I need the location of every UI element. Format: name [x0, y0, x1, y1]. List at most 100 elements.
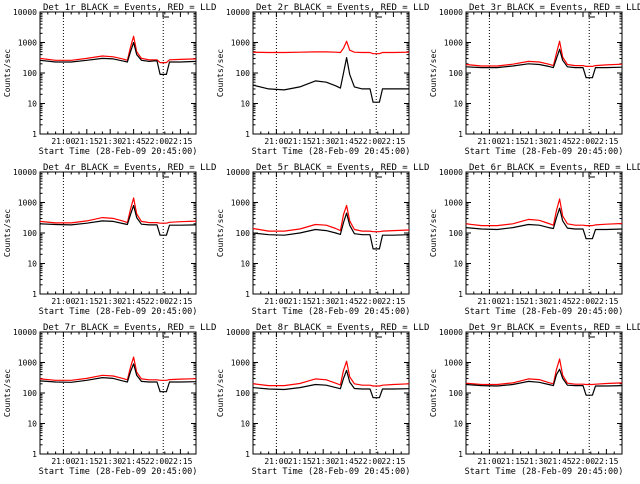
interval-marker: [375, 332, 382, 338]
y-tick-label: 1000: [444, 199, 463, 208]
panel-title: Det 4r BLACK = Events, RED = LLD: [43, 163, 216, 173]
detector-panel: Det 8r BLACK = Events, RED = LLD 1 10 100 10…: [216, 323, 429, 477]
y-tick-label: 10000: [439, 8, 463, 17]
y-tick-label: 10: [27, 260, 37, 269]
x-tick-label: 21:45: [335, 137, 359, 146]
panel-title: Det 9r BLACK = Events, RED = LLD: [469, 323, 640, 333]
x-tick-label: 21:45: [122, 297, 146, 306]
lld-series-line: [39, 197, 197, 224]
y-tick-label: 10000: [13, 328, 37, 337]
x-tick-label: 21:00: [51, 297, 75, 306]
x-tick-label: 22:00: [358, 457, 382, 466]
y-tick-label: 1: [32, 290, 37, 299]
events-series-line: [252, 56, 409, 103]
y-axis-label: Counts/sec: [429, 209, 438, 257]
x-tick-label: 22:00: [145, 137, 169, 146]
detector-panel: Det 3r BLACK = Events, RED = LLD 1 10 100 10…: [429, 3, 640, 157]
x-axis-label: Start Time (28-Feb-09 20:45:00): [252, 147, 411, 157]
interval-marker: [588, 12, 595, 18]
x-tick-label: 22:15: [168, 457, 192, 466]
y-tick-label: 10: [27, 420, 37, 429]
y-tick-label: 100: [236, 229, 251, 238]
y-tick-label: 10000: [226, 8, 250, 17]
panel-title: Det 6r BLACK = Events, RED = LLD: [469, 163, 640, 173]
y-axis-label: Counts/sec: [216, 49, 225, 97]
events-series-line: [39, 204, 197, 236]
x-tick-label: 21:00: [477, 457, 501, 466]
y-axis-label: Counts/sec: [3, 49, 12, 97]
x-tick-label: 21:00: [264, 457, 288, 466]
x-axis-label: Start Time (28-Feb-09 20:45:00): [39, 147, 198, 157]
x-tick-label: 21:45: [548, 457, 572, 466]
lld-series-line: [252, 40, 410, 55]
events-series-line: [39, 363, 197, 393]
x-tick-label: 21:15: [75, 137, 99, 146]
x-tick-label: 21:30: [98, 297, 122, 306]
y-tick-label: 100: [23, 389, 38, 398]
y-tick-label: 100: [449, 389, 464, 398]
panel-title: Det 5r BLACK = Events, RED = LLD: [256, 163, 429, 173]
y-tick-label: 1000: [18, 359, 37, 368]
y-tick-label: 100: [23, 69, 38, 78]
x-axis-label: Start Time (28-Feb-09 20:45:00): [465, 147, 624, 157]
x-tick-label: 21:45: [548, 297, 572, 306]
lld-series-line: [465, 198, 623, 227]
y-tick-label: 1: [32, 450, 37, 459]
x-tick-label: 21:15: [288, 297, 312, 306]
y-tick-label: 10000: [13, 8, 37, 17]
y-tick-label: 1000: [18, 39, 37, 48]
x-tick-label: 21:00: [264, 297, 288, 306]
x-tick-label: 21:45: [335, 457, 359, 466]
panel-title: Det 1r BLACK = Events, RED = LLD: [43, 3, 216, 13]
x-tick-label: 22:00: [571, 297, 595, 306]
lld-series-line: [39, 35, 197, 64]
x-tick-label: 22:15: [594, 457, 618, 466]
x-axis-label: Start Time (28-Feb-09 20:45:00): [39, 467, 198, 477]
y-tick-label: 1: [458, 450, 463, 459]
y-tick-label: 10: [240, 420, 250, 429]
y-tick-label: 100: [449, 69, 464, 78]
y-tick-label: 100: [23, 229, 38, 238]
x-tick-label: 21:30: [524, 137, 548, 146]
y-tick-label: 10: [453, 260, 463, 269]
interval-marker: [588, 332, 595, 338]
events-series-line: [465, 368, 623, 396]
y-axis-label: Counts/sec: [3, 209, 12, 257]
y-tick-label: 100: [236, 69, 251, 78]
y-tick-label: 1: [245, 290, 250, 299]
lld-series-line: [465, 358, 623, 386]
x-tick-label: 21:00: [264, 137, 288, 146]
interval-marker: [162, 12, 169, 18]
y-tick-label: 1: [245, 130, 250, 139]
y-tick-label: 100: [236, 389, 251, 398]
lld-series-line: [39, 356, 197, 381]
x-tick-label: 22:15: [594, 137, 618, 146]
x-tick-label: 22:15: [381, 457, 405, 466]
x-tick-label: 21:30: [311, 137, 335, 146]
panel-title: Det 7r BLACK = Events, RED = LLD: [43, 323, 216, 333]
detector-panel: Det 9r BLACK = Events, RED = LLD 1 10 100 10…: [429, 323, 640, 477]
y-tick-label: 1000: [231, 199, 250, 208]
panel-title: Det 2r BLACK = Events, RED = LLD: [256, 3, 429, 13]
x-tick-label: 22:15: [168, 297, 192, 306]
x-tick-label: 21:45: [335, 297, 359, 306]
y-tick-label: 10000: [439, 328, 463, 337]
y-tick-label: 10000: [13, 168, 37, 177]
y-axis-label: Counts/sec: [216, 209, 225, 257]
x-tick-label: 21:30: [311, 457, 335, 466]
events-series-line: [465, 207, 623, 240]
events-series-line: [39, 41, 197, 76]
x-axis-label: Start Time (28-Feb-09 20:45:00): [465, 307, 624, 317]
x-tick-label: 22:15: [594, 297, 618, 306]
x-tick-label: 22:00: [358, 297, 382, 306]
y-tick-label: 1: [458, 130, 463, 139]
detector-panel: Det 5r BLACK = Events, RED = LLD 1 10 100 10…: [216, 163, 429, 317]
interval-marker: [162, 172, 169, 178]
events-series-line: [252, 369, 410, 399]
x-tick-label: 21:15: [288, 457, 312, 466]
x-tick-label: 21:00: [51, 457, 75, 466]
x-tick-label: 21:00: [477, 137, 501, 146]
x-tick-label: 21:15: [75, 457, 99, 466]
